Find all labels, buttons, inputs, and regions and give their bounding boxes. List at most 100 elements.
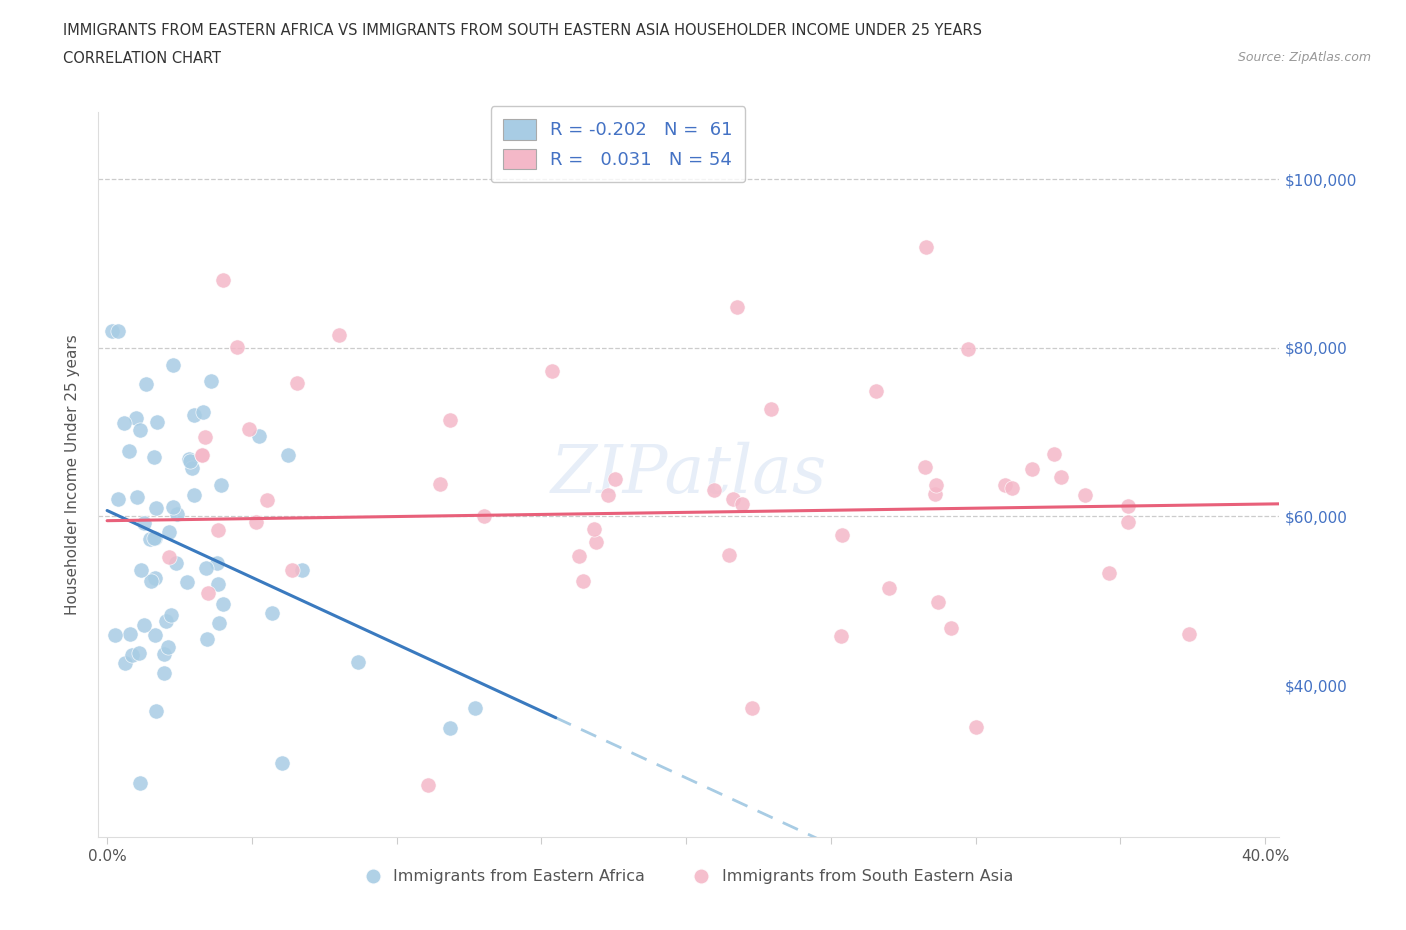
Point (107, 491, 129, 506)
Point (924, 486, 946, 501)
Point (761, 402, 783, 417)
Point (157, 525, 180, 539)
Point (927, 594, 949, 609)
Point (179, 453, 201, 468)
Point (208, 616, 231, 631)
Point (183, 407, 205, 422)
Point (256, 493, 278, 508)
Point (191, 447, 214, 462)
Point (1073, 488, 1095, 503)
Point (540, 364, 562, 379)
Point (162, 357, 184, 372)
Text: Source: ZipAtlas.com: Source: ZipAtlas.com (1237, 51, 1371, 64)
Point (1178, 627, 1201, 642)
Point (121, 647, 143, 662)
Point (238, 422, 260, 437)
Point (1116, 499, 1139, 514)
Point (925, 477, 948, 492)
Point (877, 580, 900, 595)
Point (1021, 461, 1043, 476)
Point (183, 487, 205, 502)
Y-axis label: Householder Income Under 25 years: Householder Income Under 25 years (65, 334, 80, 615)
Point (741, 700, 763, 715)
Point (1042, 446, 1064, 461)
Point (195, 631, 218, 646)
Point (145, 501, 167, 516)
Legend: Immigrants from Eastern Africa, Immigrants from South Eastern Asia: Immigrants from Eastern Africa, Immigran… (359, 863, 1019, 891)
Point (177, 452, 200, 467)
Point (212, 272, 235, 287)
Point (939, 620, 962, 635)
Point (1001, 481, 1024, 496)
Point (568, 549, 591, 564)
Point (280, 563, 302, 578)
Point (143, 530, 166, 545)
Point (328, 327, 350, 342)
Point (207, 577, 229, 591)
Point (191, 447, 214, 462)
Point (132, 618, 155, 632)
Point (156, 640, 179, 655)
Point (195, 561, 218, 576)
Point (155, 613, 177, 628)
Point (112, 415, 135, 430)
Point (181, 460, 204, 475)
Point (472, 509, 495, 524)
Point (718, 548, 741, 563)
Point (129, 562, 152, 577)
Point (132, 515, 155, 530)
Point (247, 429, 270, 444)
Point (135, 377, 157, 392)
Point (207, 556, 229, 571)
Point (207, 523, 229, 538)
Point (429, 476, 451, 491)
Point (107, 324, 129, 339)
Point (129, 422, 152, 437)
Point (260, 605, 283, 620)
Point (200, 374, 222, 389)
Point (212, 596, 235, 611)
Point (731, 496, 754, 511)
Point (957, 341, 980, 356)
Point (128, 645, 150, 660)
Point (721, 492, 744, 507)
Text: CORRELATION CHART: CORRELATION CHART (63, 51, 221, 66)
Point (277, 448, 299, 463)
Point (572, 574, 595, 589)
Point (915, 239, 938, 254)
Point (143, 449, 166, 464)
Point (994, 477, 1017, 492)
Point (139, 532, 162, 547)
Point (603, 472, 626, 486)
Point (143, 571, 166, 586)
Point (582, 522, 605, 537)
Point (145, 628, 167, 643)
Point (865, 384, 887, 399)
Point (830, 629, 852, 644)
Point (831, 527, 853, 542)
Point (141, 574, 163, 589)
Point (194, 430, 217, 445)
Point (285, 376, 308, 391)
Point (197, 586, 219, 601)
Point (914, 459, 936, 474)
Point (209, 477, 232, 492)
Point (346, 655, 368, 670)
Point (104, 627, 127, 642)
Point (176, 574, 198, 589)
Point (725, 299, 748, 314)
Point (114, 656, 136, 671)
Point (157, 550, 180, 565)
Point (125, 411, 148, 426)
Point (965, 720, 987, 735)
Point (439, 721, 461, 736)
Point (146, 415, 169, 430)
Point (127, 489, 149, 504)
Point (165, 555, 187, 570)
Point (418, 777, 440, 792)
Point (596, 487, 619, 502)
Point (464, 700, 486, 715)
Point (1049, 470, 1071, 485)
Text: IMMIGRANTS FROM EASTERN AFRICA VS IMMIGRANTS FROM SOUTH EASTERN ASIA HOUSEHOLDER: IMMIGRANTS FROM EASTERN AFRICA VS IMMIGR… (63, 23, 983, 38)
Point (153, 646, 176, 661)
